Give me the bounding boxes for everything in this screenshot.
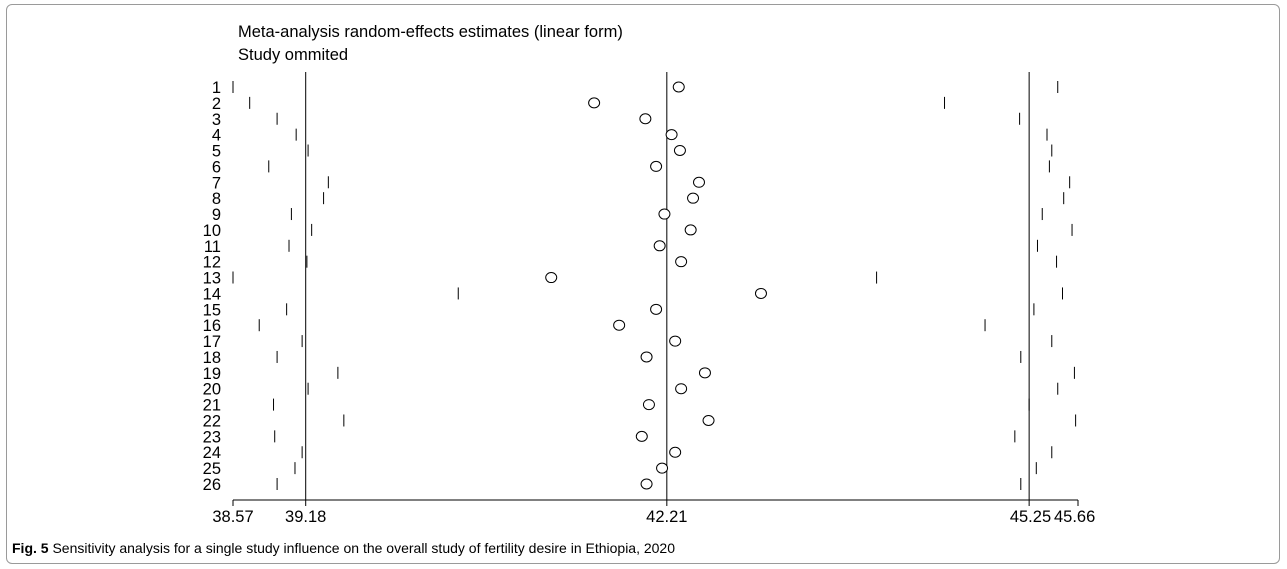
study-label: 1 — [212, 79, 221, 97]
study-label: 14 — [203, 285, 221, 303]
study-label: 25 — [203, 460, 221, 478]
study-label: 26 — [203, 476, 221, 494]
estimate-point — [613, 319, 626, 331]
estimate-point — [675, 383, 688, 395]
study-label: 7 — [212, 174, 221, 192]
study-label: 8 — [212, 190, 221, 208]
study-label: 10 — [203, 222, 221, 240]
estimate-point — [684, 224, 697, 236]
estimate-point — [698, 367, 711, 379]
estimate-point — [640, 478, 653, 490]
study-label: 2 — [212, 95, 221, 113]
estimate-point — [665, 129, 678, 141]
x-tick-label: 45.25 — [1010, 508, 1051, 526]
study-label: 17 — [203, 333, 221, 351]
study-label: 24 — [203, 444, 221, 462]
estimate-point — [545, 272, 558, 284]
estimate-point — [673, 145, 686, 157]
study-label: 22 — [203, 412, 221, 430]
study-label: 12 — [203, 254, 221, 272]
chart-title: Meta-analysis random-effects estimates (… — [238, 23, 623, 41]
study-label: 20 — [203, 381, 221, 399]
estimate-point — [650, 303, 663, 315]
x-tick-label: 39.18 — [285, 508, 326, 526]
study-label: 15 — [203, 301, 221, 319]
estimate-point — [635, 430, 648, 442]
estimate-point — [693, 176, 706, 188]
study-label: 23 — [203, 428, 221, 446]
study-label: 6 — [212, 158, 221, 176]
estimate-point — [639, 113, 652, 125]
study-label: 9 — [212, 206, 221, 224]
estimate-point — [640, 351, 653, 363]
estimate-point — [672, 81, 685, 93]
estimate-point — [669, 446, 682, 458]
figure-caption: Fig. 5 Sensitivity analysis for a single… — [12, 541, 675, 555]
study-label: 5 — [212, 143, 221, 161]
caption-text: Sensitivity analysis for a single study … — [48, 540, 676, 556]
estimate-point — [650, 160, 663, 172]
estimate-point — [658, 208, 671, 220]
estimate-point — [588, 97, 601, 109]
study-label: 13 — [203, 270, 221, 288]
figure-frame — [6, 4, 1280, 564]
estimate-point — [642, 399, 655, 411]
x-tick-label: 38.57 — [212, 508, 253, 526]
figure-label: Fig. 5 — [12, 540, 49, 556]
estimate-point — [754, 287, 767, 299]
estimate-point — [669, 335, 682, 347]
estimate-point — [687, 192, 700, 204]
study-label: 18 — [203, 349, 221, 367]
estimate-point — [656, 462, 669, 474]
study-label: 3 — [212, 111, 221, 129]
study-label: 4 — [212, 127, 221, 145]
estimate-point — [653, 240, 666, 252]
chart-subtitle: Study ommited — [238, 46, 349, 64]
study-label: 19 — [203, 365, 221, 383]
estimate-point — [675, 256, 688, 268]
x-tick-label: 42.21 — [646, 508, 687, 526]
study-label: 16 — [203, 317, 221, 335]
study-label: 11 — [204, 238, 221, 256]
study-label: 21 — [203, 397, 221, 415]
estimate-point — [702, 414, 715, 426]
x-tick-label: 45.66 — [1054, 508, 1095, 526]
